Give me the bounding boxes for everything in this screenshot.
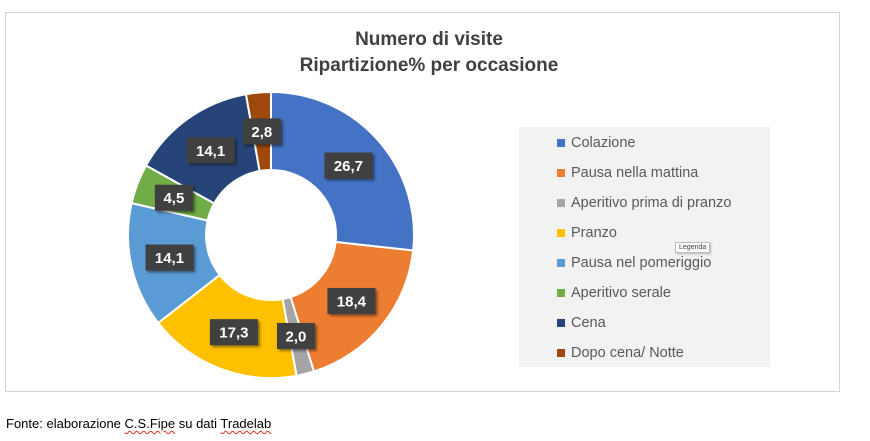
donut-chart: 26,7 18,4 2,0 17,3 14,1 4,5 14,1 2,8 — [127, 90, 415, 379]
legend-label: Cena — [571, 315, 606, 331]
legend-item: Aperitivo serale — [557, 283, 671, 303]
data-label-4: 17,3 — [209, 319, 258, 346]
data-label-text: 14,1 — [196, 143, 225, 160]
legend-swatch — [557, 319, 565, 327]
legend-label: Aperitivo prima di pranzo — [571, 195, 732, 211]
legend-swatch — [557, 229, 565, 237]
data-label-3: 2,0 — [276, 322, 315, 349]
legend: Colazione Pausa nella mattina Aperitivo pr… — [519, 127, 770, 367]
data-label-7: 14,1 — [186, 137, 235, 164]
source-note: Fonte: elaborazione C.S.Fipe su dati Tra… — [6, 416, 271, 431]
legend-item: Pausa nel pomeriggio — [557, 253, 711, 273]
data-label-text: 4,5 — [163, 190, 184, 207]
legend-label: Pausa nella mattina — [571, 165, 699, 181]
data-label-8: 2,8 — [242, 118, 281, 145]
source-prefix: Fonte: elaborazione — [6, 416, 125, 431]
data-label-box — [324, 152, 373, 179]
source-middle: su dati — [175, 416, 221, 431]
data-label-text: 2,8 — [251, 124, 272, 141]
data-label-box — [209, 319, 258, 346]
data-label-text: 2,0 — [286, 328, 307, 345]
legend-label: Colazione — [571, 135, 636, 151]
legend-swatch — [557, 289, 565, 297]
data-label-box — [145, 244, 194, 271]
data-label-box — [327, 287, 376, 314]
legend-item: Cena — [557, 313, 606, 333]
legend-item: Colazione — [557, 133, 636, 153]
legend-item: Pranzo — [557, 223, 617, 243]
data-label-2: 18,4 — [327, 287, 376, 314]
legend-item: Pausa nella mattina — [557, 163, 698, 183]
data-label-text: 14,1 — [155, 250, 184, 267]
data-label-text: 17,3 — [219, 325, 248, 342]
data-label-5: 14,1 — [145, 244, 194, 271]
data-label-box — [276, 322, 315, 349]
chart-area: Numero di visite Ripartizione% per occas… — [5, 12, 840, 392]
legend-label: Pausa nel pomeriggio — [571, 255, 712, 271]
data-label-1: 26,7 — [324, 152, 373, 179]
data-label-6: 4,5 — [154, 184, 193, 211]
legend-label: Aperitivo serale — [571, 285, 671, 301]
legend-item: Aperitivo prima di pranzo — [557, 193, 731, 213]
legend-swatch — [557, 259, 565, 267]
legend-tooltip: Legenda — [675, 242, 711, 253]
data-label-box — [186, 137, 235, 164]
data-label-box — [242, 118, 281, 145]
legend-label: Dopo cena/ Notte — [571, 345, 684, 361]
data-label-text: 26,7 — [334, 158, 363, 175]
chart-subtitle: Ripartizione% per occasione — [299, 55, 559, 76]
data-label-text: 18,4 — [337, 293, 367, 310]
chart-title: Numero di visite — [355, 29, 503, 50]
source-org: C.S.Fipe — [124, 416, 176, 431]
legend-swatch — [557, 349, 565, 357]
data-label-box — [154, 184, 193, 211]
legend-item: Dopo cena/ Notte — [557, 343, 684, 363]
legend-swatch — [557, 199, 565, 207]
legend-swatch — [557, 139, 565, 147]
legend-swatch — [557, 169, 565, 177]
legend-label: Pranzo — [571, 225, 617, 241]
source-provider: Tradelab — [220, 416, 272, 431]
